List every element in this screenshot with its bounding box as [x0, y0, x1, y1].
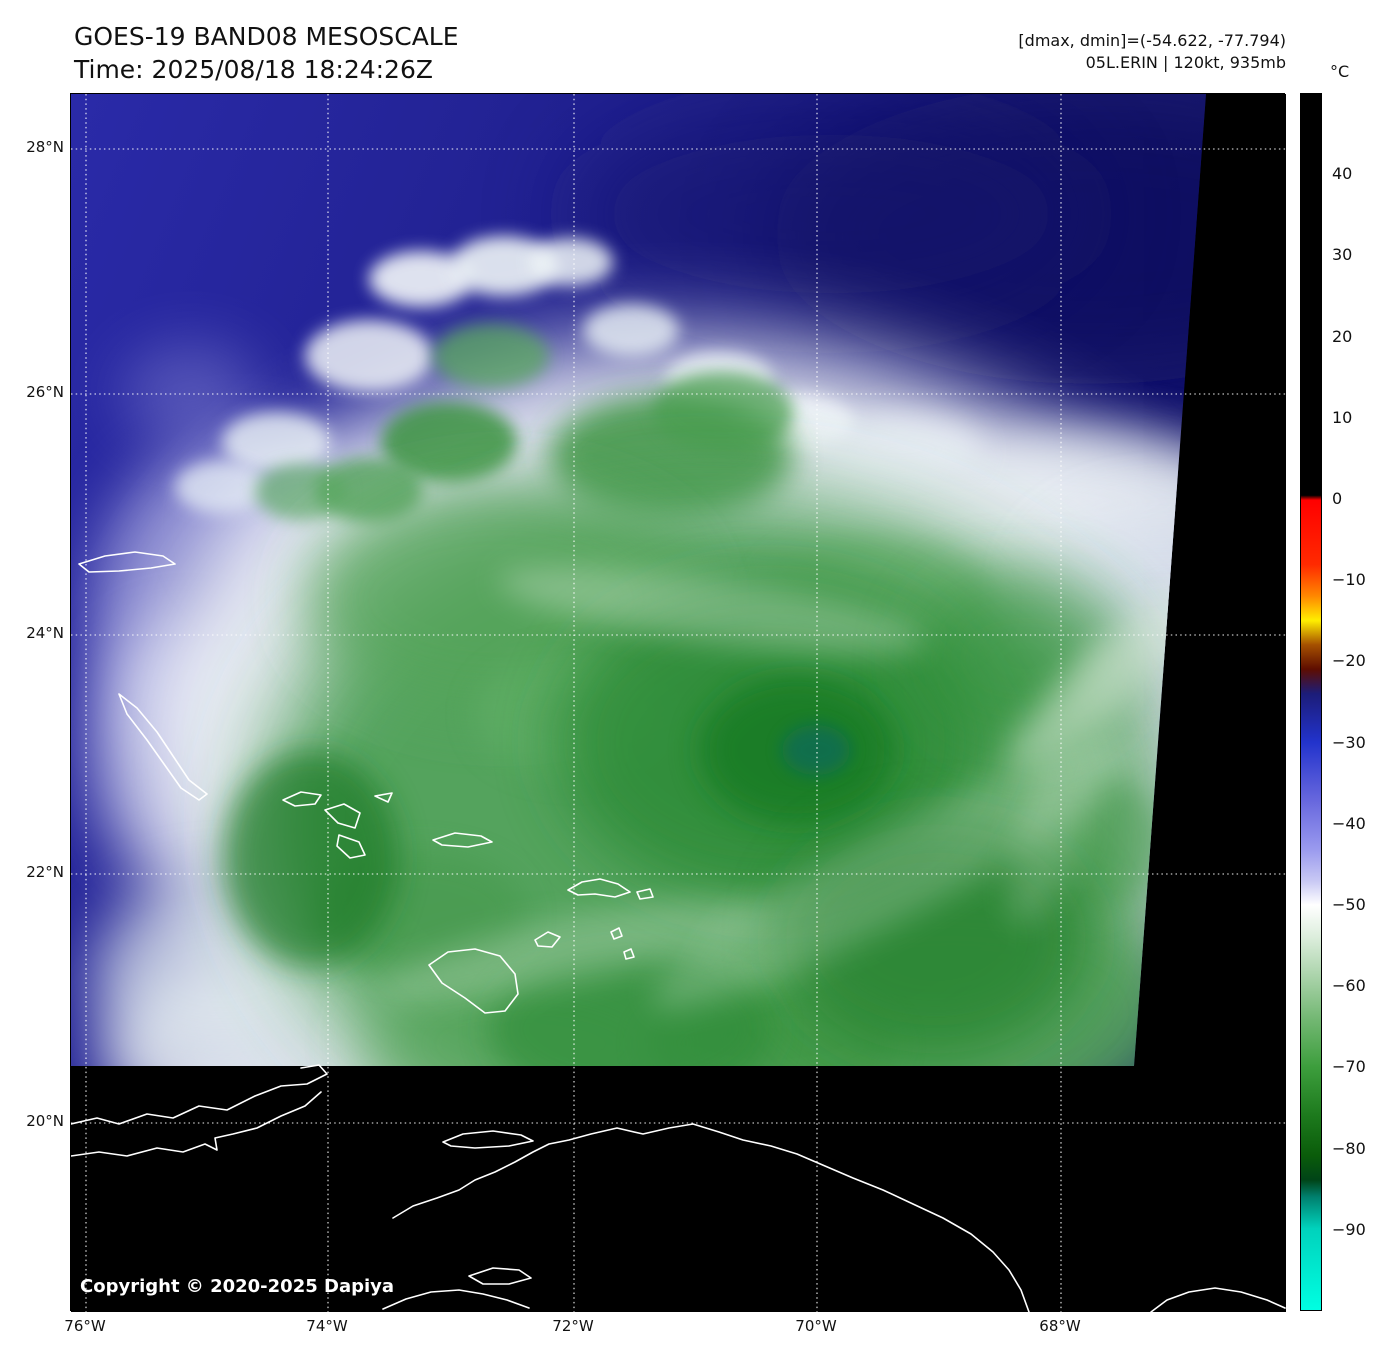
lat-label-20n: 20°N: [26, 1112, 64, 1130]
copyright: Copyright © 2020-2025 Dapiya: [80, 1276, 395, 1297]
lat-label-26n: 26°N: [26, 383, 64, 401]
colorbar-tick: −60: [1332, 976, 1366, 995]
lat-label-24n: 24°N: [26, 624, 64, 642]
colorbar-tick: 30: [1332, 245, 1353, 264]
lon-label-74w: 74°W: [306, 1317, 348, 1335]
colorbar-unit: °C: [1330, 62, 1350, 81]
colorbar-tick: 0: [1332, 489, 1343, 508]
colorbar: [1300, 93, 1322, 1311]
colorbar-tick: 10: [1332, 408, 1353, 427]
colorbar-tick: −40: [1332, 814, 1366, 833]
dmax-dmin-readout: [dmax, dmin]=(-54.622, -77.794): [1018, 31, 1286, 50]
colorbar-tick: −90: [1332, 1220, 1366, 1239]
satellite-map: [70, 93, 1286, 1312]
colorbar-ticks: 40 30 20 10 0 −10 −20 −30 −40 −50 −60 −7…: [1332, 93, 1388, 1311]
colorbar-tick: −50: [1332, 895, 1366, 914]
page-title: GOES-19 BAND08 MESOSCALE: [74, 22, 459, 51]
header-right: [dmax, dmin]=(-54.622, -77.794) 05L.ERIN…: [1018, 30, 1286, 74]
colorbar-tick: −20: [1332, 651, 1366, 670]
colorbar-tick: 20: [1332, 327, 1353, 346]
lon-label-72w: 72°W: [552, 1317, 594, 1335]
storm-readout: 05L.ERIN | 120kt, 935mb: [1085, 53, 1286, 72]
colorbar-tick: −30: [1332, 733, 1366, 752]
gridlines: [71, 94, 1286, 1312]
header-left: GOES-19 BAND08 MESOSCALE Time: 2025/08/1…: [74, 20, 459, 86]
coastlines: [71, 551, 1286, 1312]
colorbar-tick: 40: [1332, 164, 1353, 183]
satellite-imagery: [71, 94, 1286, 1312]
lat-label-28n: 28°N: [26, 138, 64, 156]
lon-label-76w: 76°W: [64, 1317, 106, 1335]
imagery-blobs: [71, 94, 1206, 1066]
colorbar-tick: −10: [1332, 570, 1366, 589]
colorbar-tick: −70: [1332, 1057, 1366, 1076]
lon-label-70w: 70°W: [795, 1317, 837, 1335]
lat-label-22n: 22°N: [26, 863, 64, 881]
timestamp: Time: 2025/08/18 18:24:26Z: [74, 55, 433, 84]
lon-label-68w: 68°W: [1039, 1317, 1081, 1335]
colorbar-tick: −80: [1332, 1139, 1366, 1158]
